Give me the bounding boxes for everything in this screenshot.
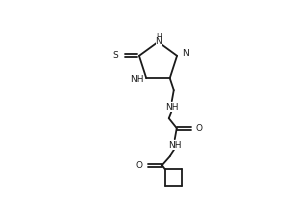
Text: N: N — [182, 49, 189, 58]
Text: O: O — [136, 161, 143, 170]
Text: NH: NH — [130, 75, 143, 84]
Text: NH: NH — [165, 103, 178, 112]
Text: O: O — [196, 124, 203, 133]
Text: N: N — [156, 36, 162, 46]
Text: H: H — [156, 32, 162, 42]
Text: S: S — [112, 51, 118, 60]
Text: NH: NH — [168, 141, 182, 150]
